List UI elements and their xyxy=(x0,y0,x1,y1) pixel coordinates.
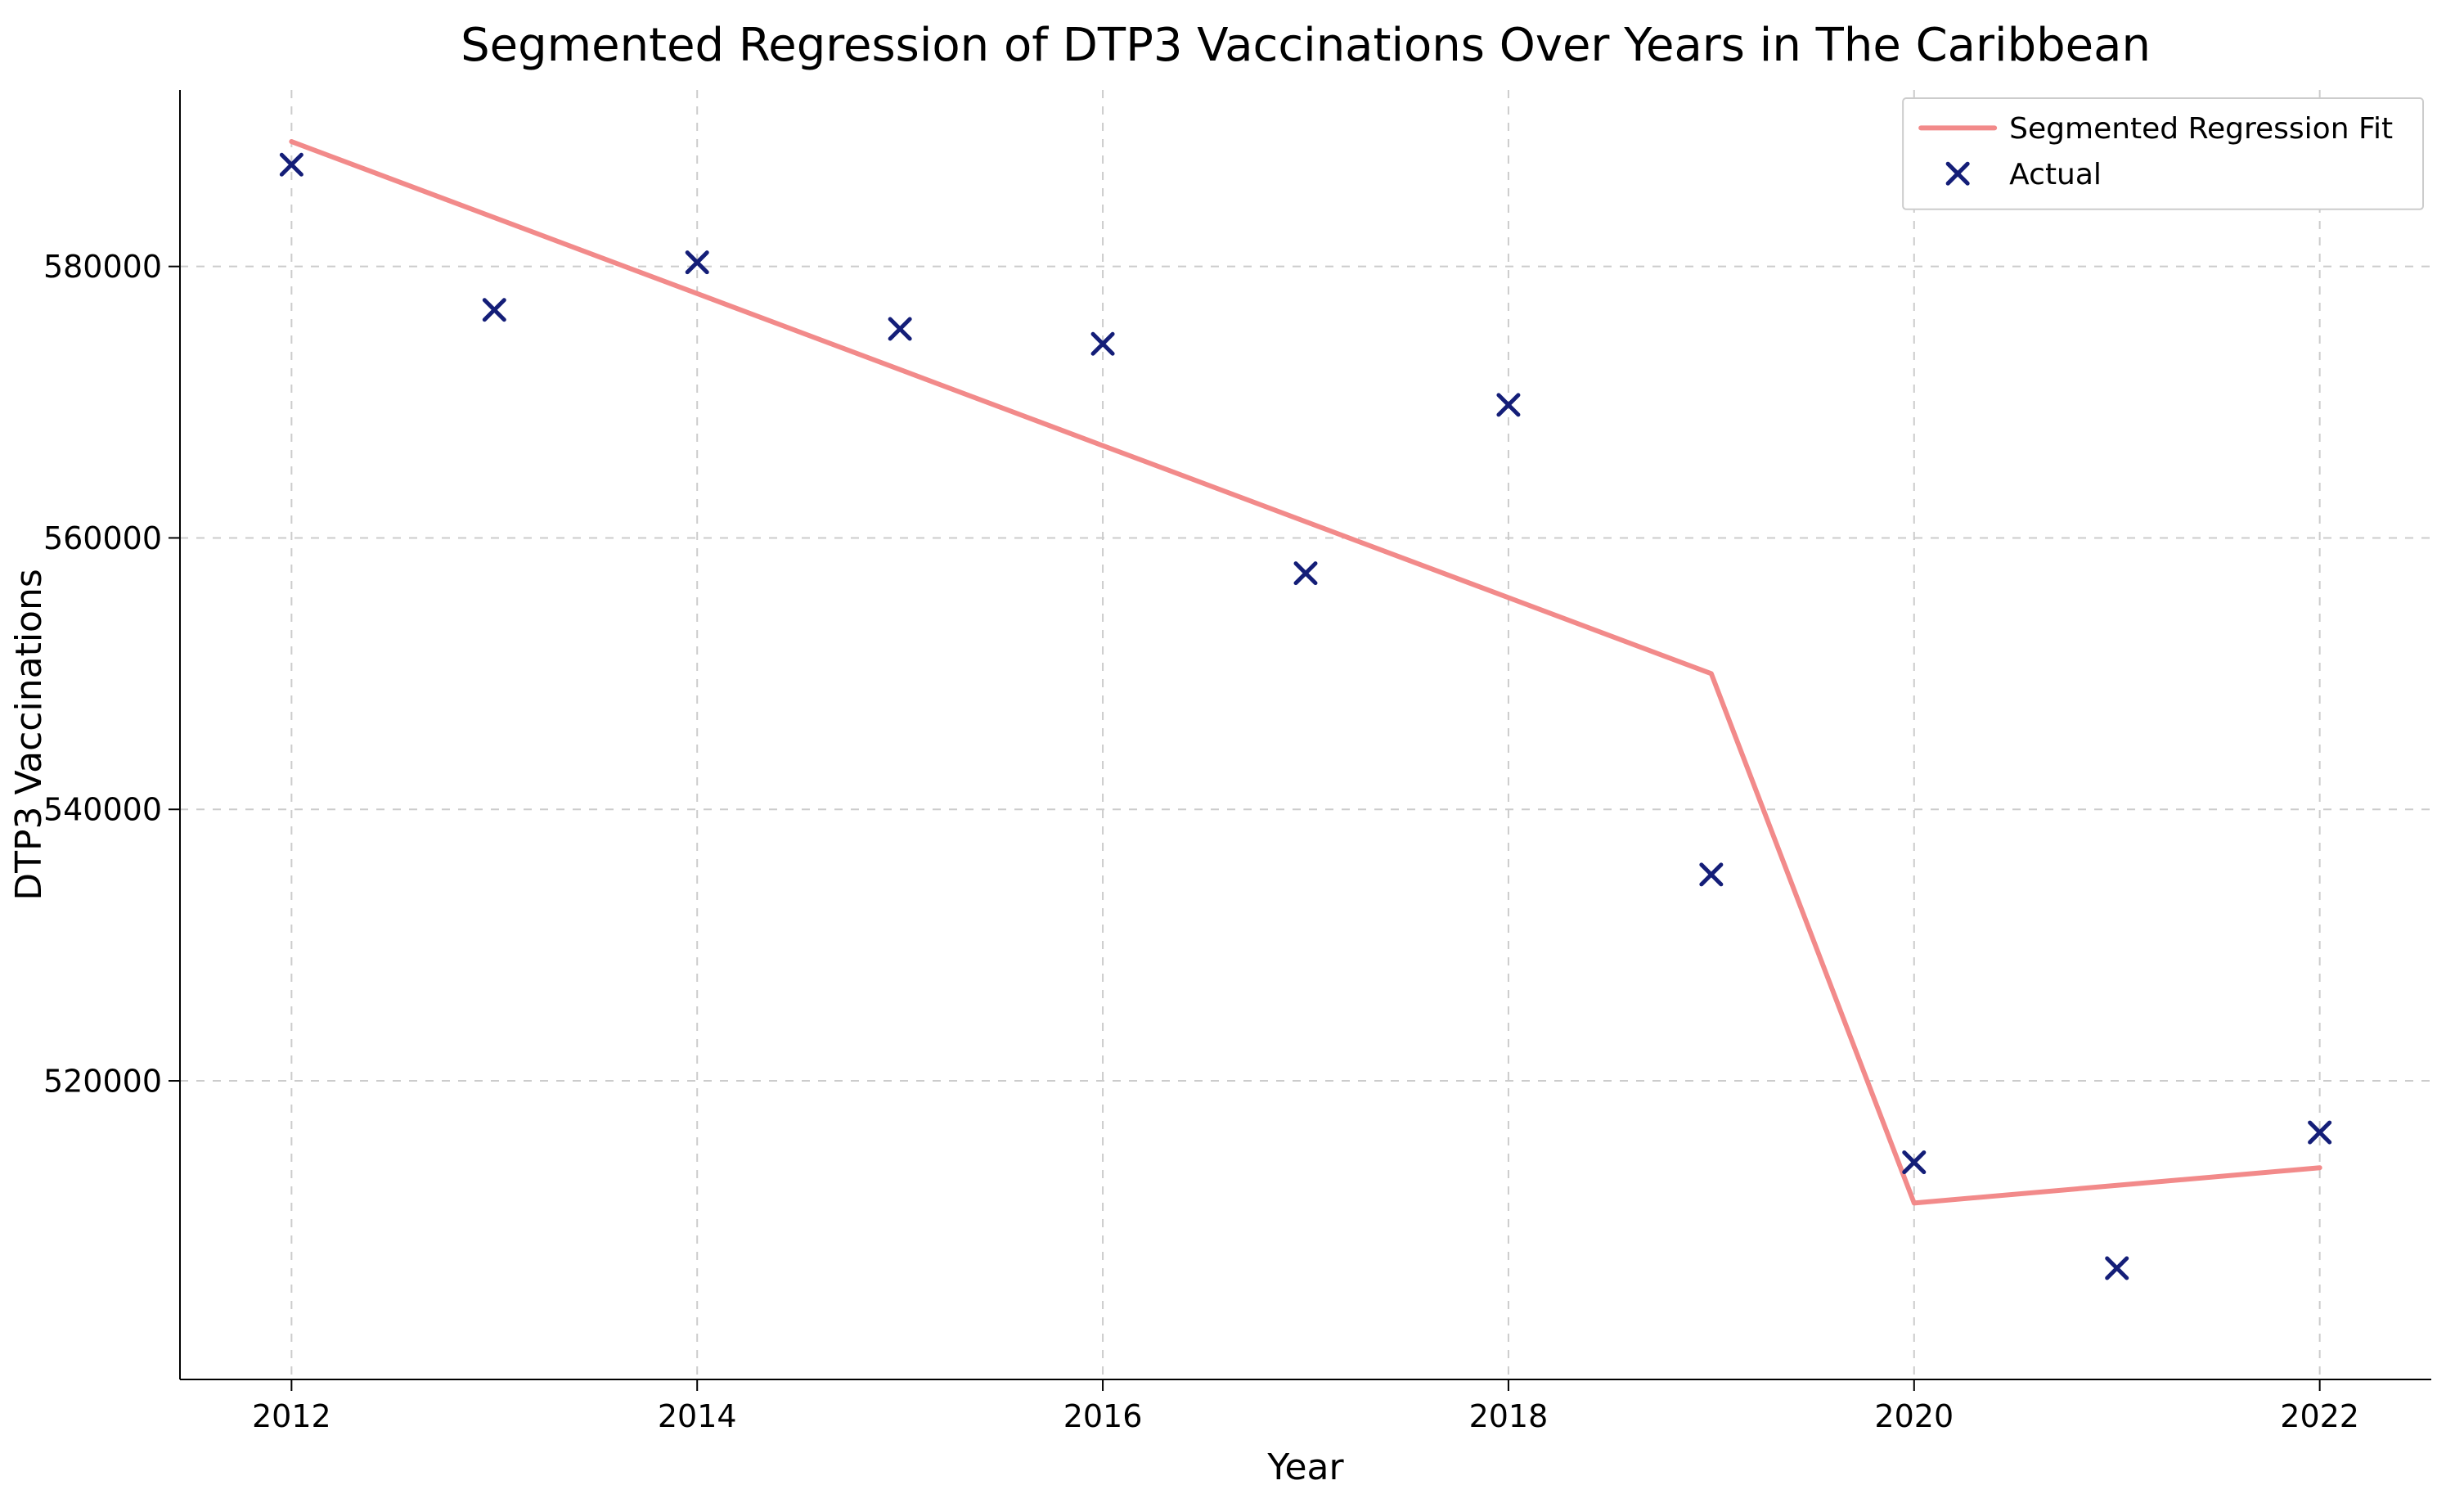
chart-container: 2012 2014 2016 2018 2020 2022 Year 520000 540000… xyxy=(0,0,2464,1494)
legend-label: Segmented Regression Fit xyxy=(2009,112,2393,146)
xtick-label: 2012 xyxy=(252,1398,331,1434)
xtick-label: 2020 xyxy=(1874,1398,1954,1434)
legend-label: Actual xyxy=(2009,158,2102,191)
xtick-label: 2016 xyxy=(1063,1398,1143,1434)
x-axis-label: Year xyxy=(1266,1447,1344,1488)
ytick-label: 560000 xyxy=(43,520,162,556)
xtick-label: 2022 xyxy=(2280,1398,2359,1434)
legend: Segmented Regression Fit Actual xyxy=(1903,98,2423,209)
y-axis-label: DTP3 Vaccinations xyxy=(8,569,50,901)
chart-svg: 2012 2014 2016 2018 2020 2022 Year 520000 540000… xyxy=(0,0,2464,1494)
xtick-label: 2014 xyxy=(658,1398,737,1434)
xtick-label: 2018 xyxy=(1469,1398,1549,1434)
chart-title: Segmented Regression of DTP3 Vaccination… xyxy=(461,19,2151,72)
ytick-label: 540000 xyxy=(43,792,162,828)
ytick-label: 520000 xyxy=(43,1063,162,1099)
ytick-label: 580000 xyxy=(43,249,162,285)
